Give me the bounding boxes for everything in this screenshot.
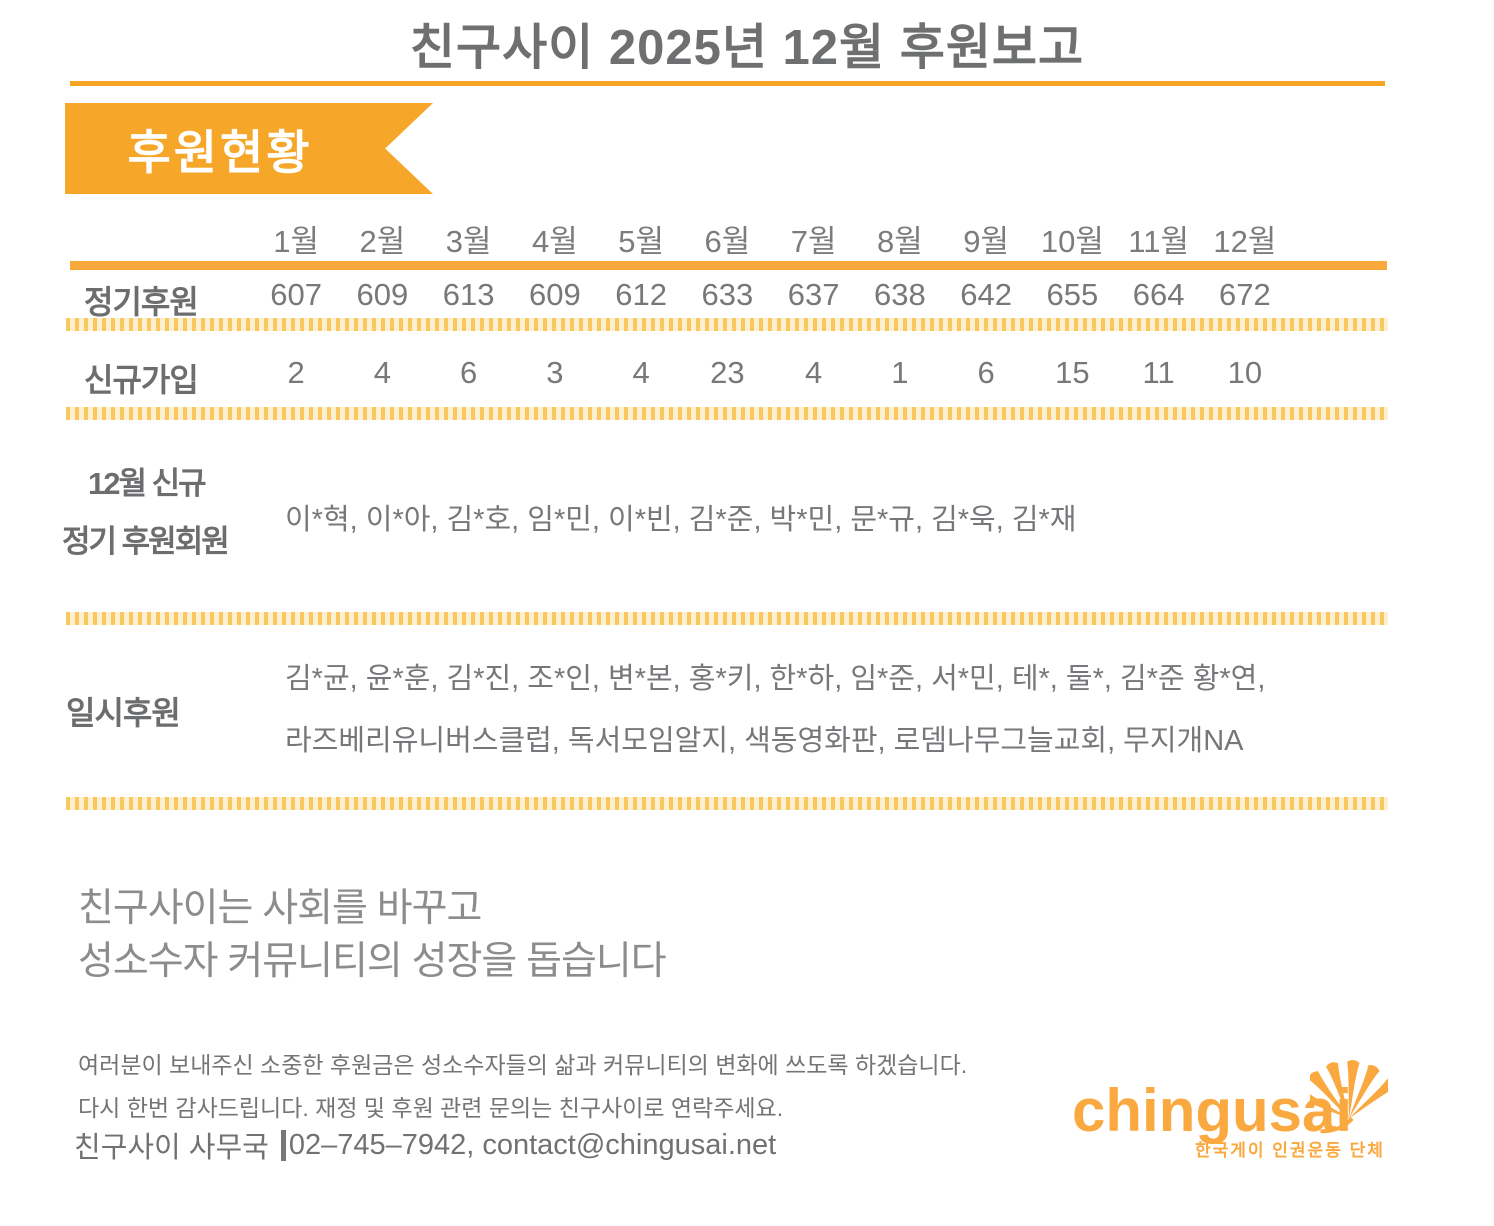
- contact-divider-bar: [280, 1129, 286, 1161]
- new-signup-value-cell: 11: [1142, 355, 1175, 390]
- regular-donation-value-cell: 609: [529, 277, 581, 312]
- row-label-regular-donation: 정기후원: [84, 284, 199, 320]
- regular-donation-value-cell: 642: [960, 277, 1012, 312]
- month-header-cell: 8월: [876, 224, 923, 259]
- month-header-row: 1월 2월 3월 4월 5월 6월 7월 8월 9월 10월 11월 12월: [253, 216, 1288, 261]
- mission-slogan: 친구사이는 사회를 바꾸고 성소수자 커뮤니티의 성장을 돕습니다: [78, 882, 667, 988]
- regular-donation-value-cell: 655: [1046, 277, 1099, 312]
- month-header-cell: 11월: [1128, 224, 1189, 259]
- new-signup-value-cell: 4: [632, 355, 650, 390]
- dotted-divider: [66, 318, 1388, 331]
- month-header-cell: 3월: [445, 224, 492, 259]
- table-header-rule: [70, 261, 1387, 270]
- contact-detail: 02–745–7942, contact@chingusai.net: [288, 1128, 777, 1161]
- new-signup-value-cell: 6: [977, 355, 995, 390]
- month-header-cell: 7월: [790, 224, 837, 259]
- regular-donation-value-cell: 613: [442, 277, 495, 312]
- regular-donation-value-cell: 664: [1132, 277, 1185, 312]
- new-signup-value-cell: 4: [805, 355, 823, 390]
- regular-donation-value-cell: 672: [1219, 277, 1271, 312]
- fan-leaf-icon: [1295, 1056, 1397, 1134]
- section-ribbon: 후원현황: [65, 103, 433, 194]
- dotted-divider: [66, 407, 1388, 420]
- regular-donation-value-cell: 607: [270, 277, 322, 312]
- mission-slogan-line1: 친구사이는 사회를 바꾸고: [78, 887, 482, 930]
- one-time-donation-names: 김*균, 윤*훈, 김*진, 조*인, 변*본, 홍*키, 한*하, 임*준, …: [285, 648, 1425, 772]
- section-ribbon-label: 후원현황: [127, 126, 313, 179]
- new-signup-value-cell: 6: [460, 355, 478, 390]
- new-signup-value-cell: 2: [287, 355, 305, 390]
- dotted-divider: [66, 797, 1388, 810]
- new-signup-value-cell: 15: [1055, 355, 1090, 390]
- month-header-cell: 2월: [359, 224, 406, 259]
- new-members-label-line2: 정기 후원회원: [62, 524, 230, 559]
- title-divider: [70, 81, 1385, 86]
- page-title: 친구사이 2025년 12월 후원보고: [409, 21, 1085, 75]
- contact-org: 친구사이 사무국: [74, 1132, 269, 1164]
- chingusai-wordmark: chingusai: [1072, 1077, 1353, 1144]
- regular-donation-value-cell: 638: [874, 277, 926, 312]
- regular-donation-values-row: 607 609 613 609 612 633 637 638 642 655 664 672: [253, 277, 1288, 313]
- new-signup-value-cell: 3: [546, 355, 564, 390]
- new-signup-values-row: 2 4 6 3 4 23 4 1 6 15 11 10: [253, 355, 1288, 391]
- thanks-paragraph-2: 다시 한번 감사드립니다. 재정 및 후원 관련 문의는 친구사이로 연락주세요…: [78, 1095, 784, 1121]
- regular-donation-value-cell: 609: [356, 277, 409, 312]
- month-header-cell: 12월: [1213, 224, 1277, 259]
- new-signup-value-cell: 1: [891, 355, 909, 390]
- dotted-divider: [66, 612, 1388, 625]
- one-time-donation-label: 일시후원: [66, 695, 181, 731]
- month-header-cell: 4월: [531, 224, 578, 259]
- new-members-label-line1: 12월 신규: [88, 466, 207, 501]
- new-members-names: 이*혁, 이*아, 김*호, 임*민, 이*빈, 김*준, 박*민, 문*규, …: [285, 504, 1077, 536]
- regular-donation-value-cell: 633: [701, 277, 754, 312]
- month-header-cell: 6월: [704, 224, 751, 259]
- one-time-names-line1: 김*균, 윤*훈, 김*진, 조*인, 변*본, 홍*키, 한*하, 임*준, …: [285, 663, 1266, 695]
- month-header-cell: 10월: [1040, 224, 1104, 259]
- regular-donation-value-cell: 612: [615, 277, 667, 312]
- new-signup-value-cell: 10: [1227, 355, 1263, 390]
- row-label-new-signup: 신규가입: [84, 362, 199, 398]
- one-time-names-line2: 라즈베리유니버스클럽, 독서모임알지, 색동영화판, 로뎀나무그늘교회, 무지개…: [285, 725, 1244, 757]
- mission-slogan-line2: 성소수자 커뮤니티의 성장을 돕습니다: [78, 940, 667, 983]
- month-header-cell: 5월: [618, 224, 664, 259]
- thanks-paragraph-1: 여러분이 보내주신 소중한 후원금은 성소수자들의 삶과 커뮤니티의 변화에 쓰…: [78, 1052, 968, 1078]
- month-header-cell: 1월: [273, 224, 319, 259]
- month-header-cell: 9월: [963, 224, 1009, 259]
- regular-donation-value-cell: 637: [787, 277, 840, 312]
- new-signup-value-cell: 23: [710, 355, 745, 390]
- chingusai-tagline: 한국게이 인권운동 단체: [1195, 1141, 1385, 1160]
- new-signup-value-cell: 4: [373, 355, 391, 390]
- contact-line: 친구사이 사무국 02–745–7942, contact@chingusai.…: [74, 1124, 776, 1166]
